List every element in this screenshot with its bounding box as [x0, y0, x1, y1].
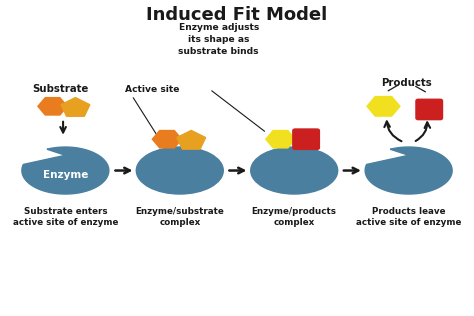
Text: Enzyme adjusts
its shape as
substrate binds: Enzyme adjusts its shape as substrate bi… — [178, 23, 259, 56]
Text: Enzyme: Enzyme — [43, 170, 88, 180]
Text: Enzyme/products
complex: Enzyme/products complex — [252, 207, 337, 227]
Text: Substrate: Substrate — [33, 84, 89, 94]
FancyBboxPatch shape — [293, 129, 319, 149]
Polygon shape — [152, 131, 182, 148]
Text: Substrate enters
active site of enzyme: Substrate enters active site of enzyme — [13, 207, 118, 227]
Ellipse shape — [137, 147, 223, 194]
Polygon shape — [61, 98, 90, 116]
FancyBboxPatch shape — [416, 99, 443, 120]
Text: Enzyme/substrate
complex: Enzyme/substrate complex — [136, 207, 224, 227]
Text: Products: Products — [381, 78, 432, 88]
Polygon shape — [177, 131, 206, 149]
Ellipse shape — [251, 147, 337, 194]
Polygon shape — [367, 97, 400, 116]
Text: Active site: Active site — [125, 85, 179, 94]
Text: Products leave
active site of enzyme: Products leave active site of enzyme — [356, 207, 461, 227]
Polygon shape — [38, 98, 67, 115]
Text: Induced Fit Model: Induced Fit Model — [146, 6, 328, 24]
Polygon shape — [22, 147, 109, 194]
Polygon shape — [266, 131, 295, 148]
Polygon shape — [365, 147, 452, 194]
